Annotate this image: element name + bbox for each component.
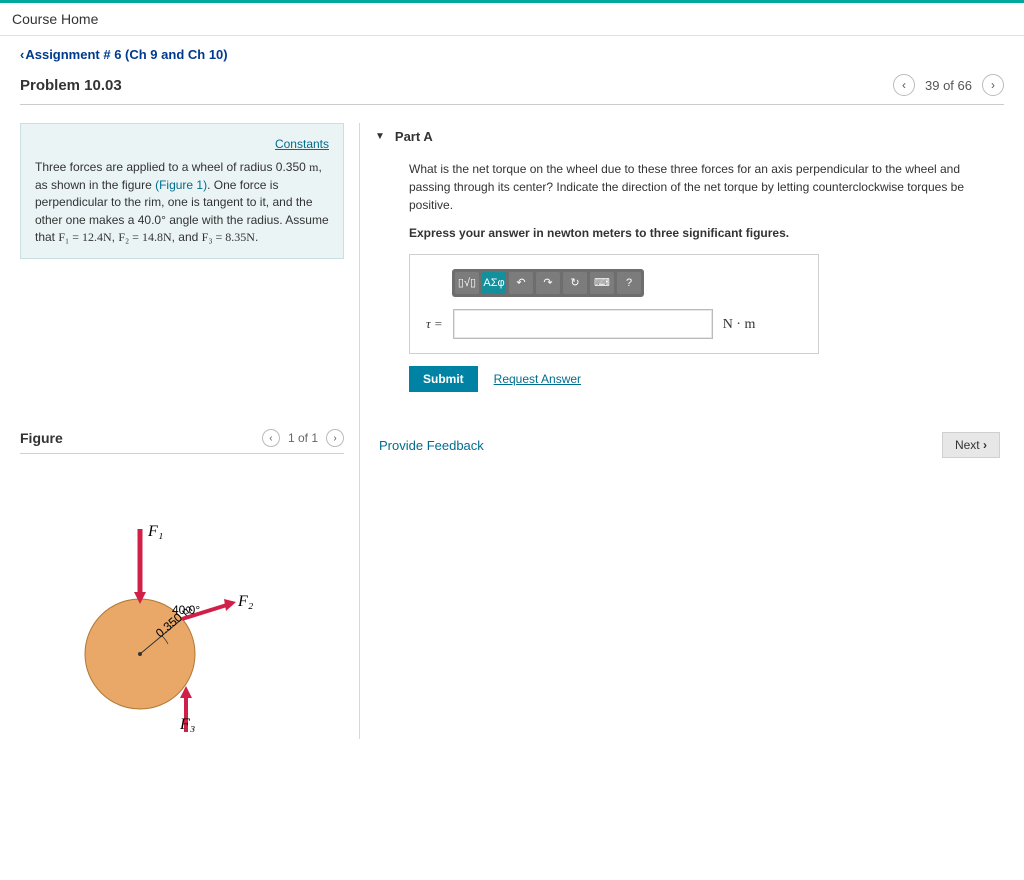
figure-reference-link[interactable]: (Figure 1) [155,178,207,192]
assignment-back-link[interactable]: Assignment # 6 (Ch 9 and Ch 10) [20,47,228,62]
variable-label: τ = [426,314,443,334]
prev-problem-button[interactable]: ‹ [893,74,915,96]
problem-title: Problem 10.03 [20,77,122,94]
text: F₃ = 8.35N [202,230,255,244]
submit-button[interactable]: Submit [409,366,478,392]
help-tool-button[interactable]: ? [617,272,641,294]
provide-feedback-link[interactable]: Provide Feedback [379,438,484,453]
constants-link[interactable]: Constants [35,136,329,153]
text: F₁ = 12.4N [58,230,111,244]
unit-label: N · m [723,314,756,335]
collapse-icon[interactable]: ▼ [375,131,385,142]
redo-button[interactable]: ↷ [536,272,560,294]
instruction-text: Express your answer in newton meters to … [409,224,986,242]
figure-heading: Figure [20,430,63,446]
figure-next-button[interactable]: › [326,429,344,447]
part-label: Part A [395,129,433,144]
next-problem-button[interactable]: › [982,74,1004,96]
svg-text:F₂: F₂ [237,593,254,610]
keyboard-button[interactable]: ⌨ [590,272,614,294]
problem-nav: ‹ 39 of 66 › [893,74,1004,96]
svg-text:F₃: F₃ [179,716,195,733]
problem-position: 39 of 66 [925,78,972,93]
question-text: What is the net torque on the wheel due … [409,160,986,214]
svg-text:F₁: F₁ [147,523,163,540]
text: Three forces are applied to a wheel of r… [35,160,309,174]
text: . [255,230,258,244]
next-button[interactable]: Next [942,432,1000,458]
undo-button[interactable]: ↶ [509,272,533,294]
answer-area: ▯√▯ ΑΣφ ↶ ↷ ↻ ⌨ ? τ = N · m [409,254,819,354]
figure-prev-button[interactable]: ‹ [262,429,280,447]
figure-diagram: F₁ F₂ F₃ 40.0° 0.350 m [50,474,280,734]
answer-input[interactable] [453,309,713,339]
reset-button[interactable]: ↻ [563,272,587,294]
text: F₂ = 14.8N [118,230,171,244]
problem-statement-box: Constants Three forces are applied to a … [20,123,344,259]
greek-tool-button[interactable]: ΑΣφ [482,272,506,294]
equation-toolbar: ▯√▯ ΑΣφ ↶ ↷ ↻ ⌨ ? [452,269,644,297]
figure-counter: 1 of 1 [288,431,318,445]
course-home-link[interactable]: Course Home [0,3,1024,36]
fraction-tool-button[interactable]: ▯√▯ [455,272,479,294]
figure-nav: ‹ 1 of 1 › [262,429,344,447]
text: , and [172,230,202,244]
text: m [309,160,318,174]
request-answer-link[interactable]: Request Answer [494,370,581,388]
